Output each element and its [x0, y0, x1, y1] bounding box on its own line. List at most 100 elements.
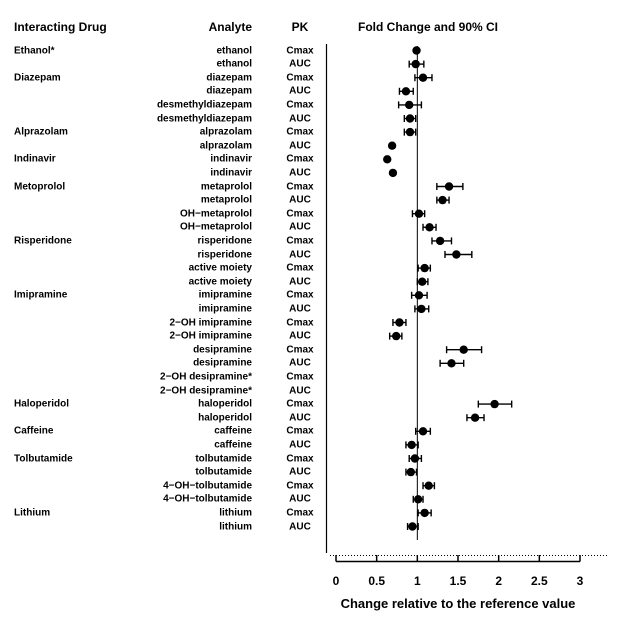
- row-analyte-label: indinavir: [210, 167, 252, 179]
- data-point: [391, 331, 401, 341]
- column-header-pk: PK: [291, 20, 309, 34]
- row-drug-label: Alprazolam: [14, 126, 68, 138]
- data-point: [459, 345, 468, 354]
- data-point: [412, 46, 421, 55]
- row-analyte-label: 2−OH desipramine*: [160, 371, 252, 383]
- row-analyte-label: lithium: [219, 521, 252, 532]
- x-tick-label: 3: [576, 574, 584, 588]
- row-drug-label: Ethanol*: [14, 45, 55, 56]
- x-tick-label: 2.5: [530, 574, 548, 588]
- x-tick-label: 0: [332, 574, 340, 588]
- row-analyte-label: alprazolam: [199, 126, 252, 138]
- row-pk-label: Cmax: [286, 344, 314, 356]
- row-pk-label: AUC: [289, 357, 311, 369]
- data-point: [425, 223, 434, 232]
- row-analyte-label: diazepam: [206, 72, 252, 84]
- row-drug-label: Imipramine: [14, 289, 68, 301]
- data-point: [410, 454, 420, 463]
- row-pk-label: Cmax: [286, 181, 314, 192]
- row-pk-label: Cmax: [286, 453, 314, 464]
- x-tick-label: 2: [495, 574, 503, 588]
- data-point: [413, 495, 423, 504]
- row-pk-label: AUC: [289, 493, 311, 505]
- row-pk-label: Cmax: [286, 208, 314, 220]
- row-pk-label: AUC: [289, 194, 311, 206]
- data-point: [387, 141, 397, 150]
- row-analyte-label: risperidone: [197, 249, 252, 260]
- data-point: [414, 209, 424, 218]
- row-pk-label: Cmax: [286, 317, 314, 328]
- data-point: [414, 291, 424, 300]
- row-analyte-label: 2−OH imipramine: [169, 330, 252, 342]
- row-analyte-label: desipramine: [193, 357, 252, 369]
- row-pk-label: Cmax: [286, 480, 314, 492]
- row-pk-label: AUC: [289, 412, 311, 424]
- row-analyte-label: indinavir: [210, 153, 252, 165]
- row-pk-label: AUC: [289, 113, 311, 124]
- row-analyte-label: tolbutamide: [195, 466, 252, 478]
- row-pk-label: Cmax: [286, 425, 314, 437]
- row-analyte-label: alprazolam: [199, 140, 252, 152]
- row-pk-label: Cmax: [286, 398, 314, 410]
- data-point: [418, 277, 427, 286]
- data-point: [404, 100, 414, 110]
- row-pk-label: Cmax: [286, 262, 314, 274]
- data-point: [407, 440, 416, 450]
- data-point: [438, 195, 447, 205]
- row-analyte-label: 4−OH−tolbutamide: [163, 480, 252, 492]
- column-header-fold-change: Fold Change and 90% CI: [358, 20, 499, 34]
- row-drug-label: Caffeine: [14, 425, 54, 437]
- row-pk-label: Cmax: [286, 126, 314, 138]
- row-analyte-label: ethanol: [216, 45, 252, 56]
- row-analyte-label: lithium: [219, 507, 252, 519]
- data-point: [420, 263, 429, 273]
- data-point: [470, 413, 480, 422]
- data-point: [420, 508, 429, 518]
- row-analyte-label: desmethyldiazepam: [156, 99, 252, 111]
- row-pk-label: AUC: [289, 85, 311, 97]
- row-pk-label: AUC: [289, 221, 311, 233]
- row-analyte-label: active moiety: [188, 276, 252, 288]
- row-drug-label: Tolbutamide: [14, 453, 73, 464]
- data-point: [401, 87, 411, 96]
- data-point: [418, 73, 428, 82]
- row-pk-label: Cmax: [286, 289, 314, 301]
- data-point: [388, 168, 398, 178]
- data-point: [418, 427, 428, 436]
- row-pk-label: AUC: [289, 58, 311, 70]
- data-point: [490, 399, 499, 409]
- data-point: [405, 114, 415, 123]
- row-analyte-label: metaprolol: [200, 181, 252, 192]
- row-drug-label: Lithium: [14, 507, 51, 519]
- row-pk-label: Cmax: [286, 235, 314, 247]
- data-point: [405, 127, 415, 137]
- row-pk-label: Cmax: [286, 153, 314, 165]
- row-pk-label: AUC: [289, 276, 311, 288]
- row-analyte-label: haloperidol: [198, 412, 252, 424]
- row-drug-label: Metoprolol: [14, 181, 66, 192]
- row-pk-label: AUC: [289, 466, 311, 478]
- data-point: [411, 59, 420, 69]
- row-analyte-label: 2−OH desipramine*: [160, 385, 252, 396]
- row-analyte-label: haloperidol: [198, 398, 252, 410]
- row-analyte-label: risperidone: [197, 235, 252, 247]
- row-analyte-label: imipramine: [198, 303, 252, 315]
- x-tick-label: 1: [413, 574, 421, 588]
- row-drug-label: Diazepam: [14, 72, 61, 84]
- row-drug-label: Haloperidol: [14, 398, 70, 410]
- row-analyte-label: OH−metaprolol: [180, 208, 252, 220]
- row-pk-label: Cmax: [286, 72, 314, 84]
- row-analyte-label: 2−OH imipramine: [169, 317, 252, 328]
- row-analyte-label: metaprolol: [200, 194, 252, 206]
- row-pk-label: AUC: [289, 439, 311, 451]
- row-analyte-label: desmethyldiazepam: [156, 113, 252, 124]
- row-pk-label: AUC: [289, 249, 311, 260]
- row-analyte-label: active moiety: [188, 262, 252, 274]
- row-pk-label: AUC: [289, 330, 311, 342]
- column-header-analyte: Analyte: [208, 20, 252, 34]
- row-pk-label: Cmax: [286, 45, 314, 56]
- data-point: [435, 236, 445, 246]
- data-point: [444, 182, 454, 191]
